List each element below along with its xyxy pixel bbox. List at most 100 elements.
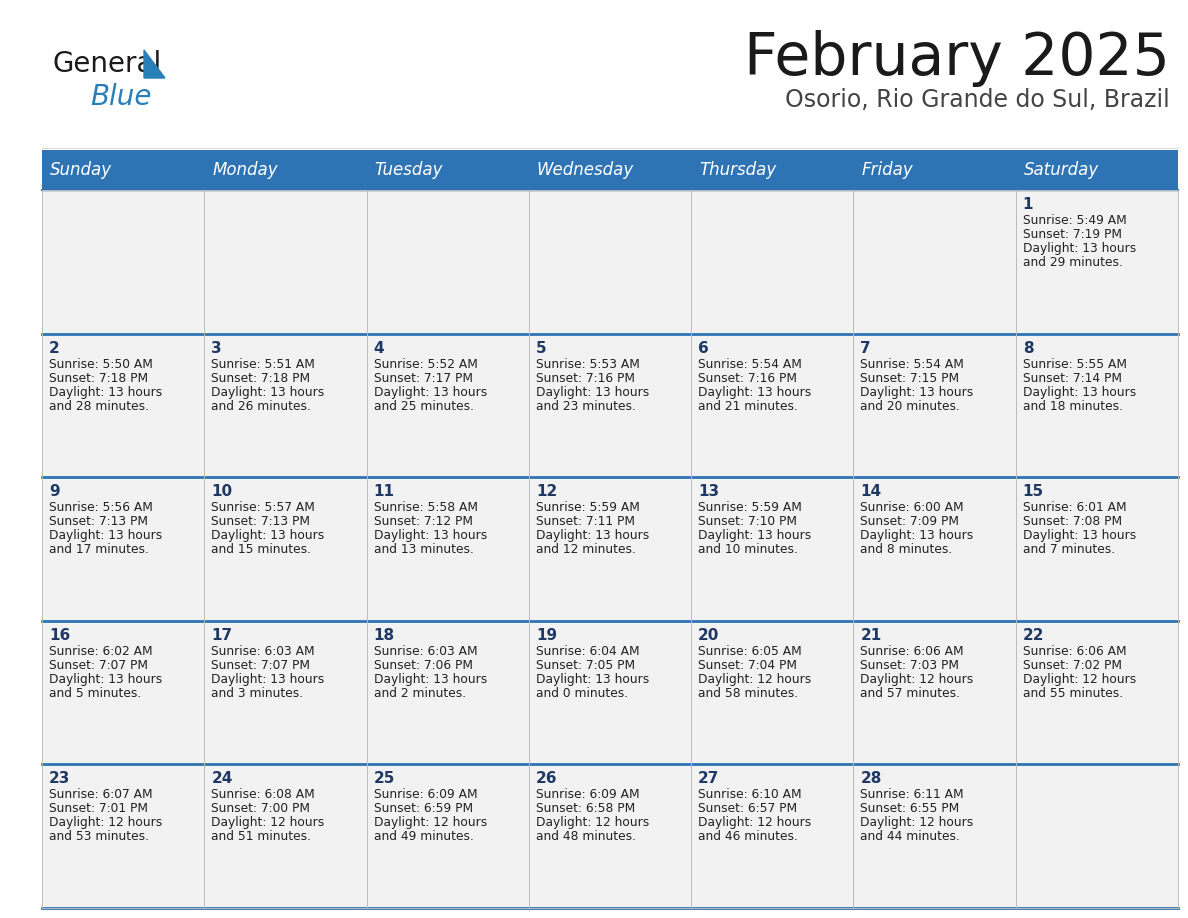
Text: Sunrise: 5:54 AM: Sunrise: 5:54 AM xyxy=(860,358,965,371)
Text: Daylight: 12 hours: Daylight: 12 hours xyxy=(1023,673,1136,686)
Text: Sunrise: 6:11 AM: Sunrise: 6:11 AM xyxy=(860,789,963,801)
Text: 9: 9 xyxy=(49,484,59,499)
Text: 10: 10 xyxy=(211,484,233,499)
Text: and 18 minutes.: and 18 minutes. xyxy=(1023,399,1123,412)
Text: 25: 25 xyxy=(373,771,394,787)
Text: 23: 23 xyxy=(49,771,70,787)
Text: 7: 7 xyxy=(860,341,871,355)
Text: Sunset: 7:08 PM: Sunset: 7:08 PM xyxy=(1023,515,1121,528)
Text: Daylight: 13 hours: Daylight: 13 hours xyxy=(211,673,324,686)
Bar xyxy=(367,333,529,477)
Text: Saturday: Saturday xyxy=(1024,161,1099,179)
Text: Daylight: 13 hours: Daylight: 13 hours xyxy=(1023,242,1136,255)
Text: and 15 minutes.: and 15 minutes. xyxy=(211,543,311,556)
Text: Sunset: 7:15 PM: Sunset: 7:15 PM xyxy=(860,372,960,385)
Bar xyxy=(529,190,691,333)
Text: Sunset: 7:18 PM: Sunset: 7:18 PM xyxy=(211,372,310,385)
Bar xyxy=(204,190,367,333)
Text: Blue: Blue xyxy=(90,83,152,111)
Text: Sunrise: 5:57 AM: Sunrise: 5:57 AM xyxy=(211,501,315,514)
Bar xyxy=(853,765,1016,908)
Bar xyxy=(367,477,529,621)
Text: and 28 minutes.: and 28 minutes. xyxy=(49,399,148,412)
Bar xyxy=(42,765,204,908)
Bar xyxy=(204,333,367,477)
Text: 12: 12 xyxy=(536,484,557,499)
Text: Tuesday: Tuesday xyxy=(374,161,443,179)
Bar xyxy=(42,190,204,333)
Bar xyxy=(691,150,853,190)
Text: Sunrise: 5:55 AM: Sunrise: 5:55 AM xyxy=(1023,358,1126,371)
Bar xyxy=(853,477,1016,621)
Text: Sunset: 7:05 PM: Sunset: 7:05 PM xyxy=(536,659,634,672)
Text: Sunrise: 5:56 AM: Sunrise: 5:56 AM xyxy=(49,501,153,514)
Bar xyxy=(367,190,529,333)
Text: and 29 minutes.: and 29 minutes. xyxy=(1023,256,1123,269)
Text: 2: 2 xyxy=(49,341,59,355)
Text: Daylight: 13 hours: Daylight: 13 hours xyxy=(860,386,974,398)
Text: 1: 1 xyxy=(1023,197,1034,212)
Text: Sunrise: 6:00 AM: Sunrise: 6:00 AM xyxy=(860,501,963,514)
Text: and 26 minutes.: and 26 minutes. xyxy=(211,399,311,412)
Text: Sunset: 7:11 PM: Sunset: 7:11 PM xyxy=(536,515,634,528)
Text: 13: 13 xyxy=(699,484,719,499)
Text: and 0 minutes.: and 0 minutes. xyxy=(536,687,628,700)
Text: Daylight: 13 hours: Daylight: 13 hours xyxy=(536,673,649,686)
Bar xyxy=(204,621,367,765)
Text: 22: 22 xyxy=(1023,628,1044,643)
Text: Sunrise: 6:02 AM: Sunrise: 6:02 AM xyxy=(49,644,152,658)
Text: Sunrise: 5:52 AM: Sunrise: 5:52 AM xyxy=(373,358,478,371)
Text: Sunset: 7:19 PM: Sunset: 7:19 PM xyxy=(1023,228,1121,241)
Bar xyxy=(1016,621,1178,765)
Text: Daylight: 13 hours: Daylight: 13 hours xyxy=(1023,386,1136,398)
Text: and 25 minutes.: and 25 minutes. xyxy=(373,399,474,412)
Bar xyxy=(691,621,853,765)
Text: Sunrise: 6:09 AM: Sunrise: 6:09 AM xyxy=(536,789,639,801)
Text: Sunset: 7:01 PM: Sunset: 7:01 PM xyxy=(49,802,148,815)
Text: February 2025: February 2025 xyxy=(744,30,1170,87)
Text: and 57 minutes.: and 57 minutes. xyxy=(860,687,960,700)
Bar xyxy=(529,477,691,621)
Text: Sunset: 6:57 PM: Sunset: 6:57 PM xyxy=(699,802,797,815)
Text: 18: 18 xyxy=(373,628,394,643)
Bar xyxy=(529,150,691,190)
Text: 14: 14 xyxy=(860,484,881,499)
Text: Sunset: 6:55 PM: Sunset: 6:55 PM xyxy=(860,802,960,815)
Text: Sunset: 7:12 PM: Sunset: 7:12 PM xyxy=(373,515,473,528)
Bar xyxy=(42,477,204,621)
Text: Daylight: 13 hours: Daylight: 13 hours xyxy=(373,529,487,543)
Text: and 17 minutes.: and 17 minutes. xyxy=(49,543,148,556)
Text: and 8 minutes.: and 8 minutes. xyxy=(860,543,953,556)
Text: 24: 24 xyxy=(211,771,233,787)
Text: and 20 minutes.: and 20 minutes. xyxy=(860,399,960,412)
Text: Daylight: 13 hours: Daylight: 13 hours xyxy=(49,673,163,686)
Bar xyxy=(691,765,853,908)
Text: Sunset: 7:16 PM: Sunset: 7:16 PM xyxy=(536,372,634,385)
Text: Sunset: 6:59 PM: Sunset: 6:59 PM xyxy=(373,802,473,815)
Bar xyxy=(1016,477,1178,621)
Bar xyxy=(367,150,529,190)
Text: and 12 minutes.: and 12 minutes. xyxy=(536,543,636,556)
Bar xyxy=(204,150,367,190)
Text: Daylight: 13 hours: Daylight: 13 hours xyxy=(211,386,324,398)
Text: Daylight: 13 hours: Daylight: 13 hours xyxy=(536,386,649,398)
Text: 8: 8 xyxy=(1023,341,1034,355)
Text: Daylight: 12 hours: Daylight: 12 hours xyxy=(699,816,811,829)
Text: Wednesday: Wednesday xyxy=(537,161,634,179)
Text: Sunset: 7:17 PM: Sunset: 7:17 PM xyxy=(373,372,473,385)
Text: 19: 19 xyxy=(536,628,557,643)
Text: Daylight: 13 hours: Daylight: 13 hours xyxy=(860,529,974,543)
Text: Sunset: 7:10 PM: Sunset: 7:10 PM xyxy=(699,515,797,528)
Text: 21: 21 xyxy=(860,628,881,643)
Text: Daylight: 12 hours: Daylight: 12 hours xyxy=(536,816,649,829)
Bar xyxy=(691,477,853,621)
Text: and 44 minutes.: and 44 minutes. xyxy=(860,831,960,844)
Text: Sunset: 7:14 PM: Sunset: 7:14 PM xyxy=(1023,372,1121,385)
Text: Sunset: 7:03 PM: Sunset: 7:03 PM xyxy=(860,659,960,672)
Text: and 3 minutes.: and 3 minutes. xyxy=(211,687,303,700)
Text: Friday: Friday xyxy=(861,161,914,179)
Text: and 21 minutes.: and 21 minutes. xyxy=(699,399,798,412)
Text: and 58 minutes.: and 58 minutes. xyxy=(699,687,798,700)
Bar xyxy=(1016,190,1178,333)
Text: Sunrise: 6:07 AM: Sunrise: 6:07 AM xyxy=(49,789,152,801)
